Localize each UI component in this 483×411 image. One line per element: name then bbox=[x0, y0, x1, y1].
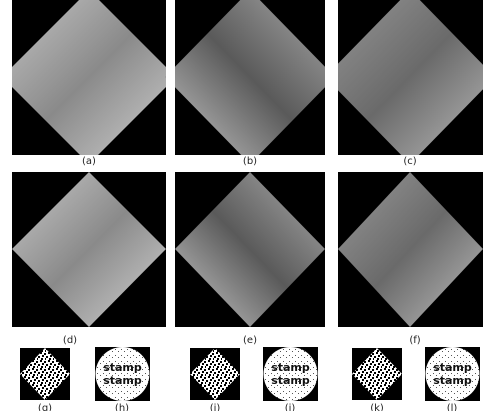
scrambled-image bbox=[20, 348, 70, 400]
stamp-text: stamp bbox=[433, 374, 472, 387]
stamp-text: stamp bbox=[271, 374, 310, 387]
panel-label: (h) bbox=[115, 403, 129, 411]
image-panel bbox=[325, 0, 483, 164]
panel-label: (d) bbox=[63, 335, 77, 346]
stamp-text: stamp bbox=[433, 361, 472, 374]
scrambled-image bbox=[352, 348, 402, 400]
image-panel bbox=[2, 0, 176, 164]
panel-label: (c) bbox=[403, 156, 416, 167]
panel-label: (i) bbox=[210, 403, 221, 411]
scrambled-image bbox=[190, 348, 240, 400]
stamp-text: stamp bbox=[103, 374, 142, 387]
panel-label: (b) bbox=[243, 156, 257, 167]
panel-label: (j) bbox=[285, 403, 296, 411]
panel-label: (k) bbox=[370, 403, 384, 411]
stamp-text: stamp bbox=[271, 361, 310, 374]
figure: (a) (b) (c) (d) (e) (f) stamp stamp stam… bbox=[0, 0, 483, 411]
panel-label: (f) bbox=[409, 335, 420, 346]
image-panel bbox=[175, 172, 325, 327]
image-panel bbox=[12, 172, 166, 327]
watermark-image: stamp stamp bbox=[425, 347, 480, 401]
watermark-image: stamp stamp bbox=[95, 347, 150, 401]
image-panel bbox=[165, 0, 335, 164]
panel-label: (g) bbox=[38, 403, 52, 411]
watermark-image: stamp stamp bbox=[263, 347, 318, 401]
stamp-text: stamp bbox=[103, 361, 142, 374]
panel-label: (e) bbox=[243, 335, 257, 346]
panel-label: (l) bbox=[447, 403, 458, 411]
image-panel bbox=[338, 172, 483, 327]
panel-label: (a) bbox=[82, 156, 96, 167]
